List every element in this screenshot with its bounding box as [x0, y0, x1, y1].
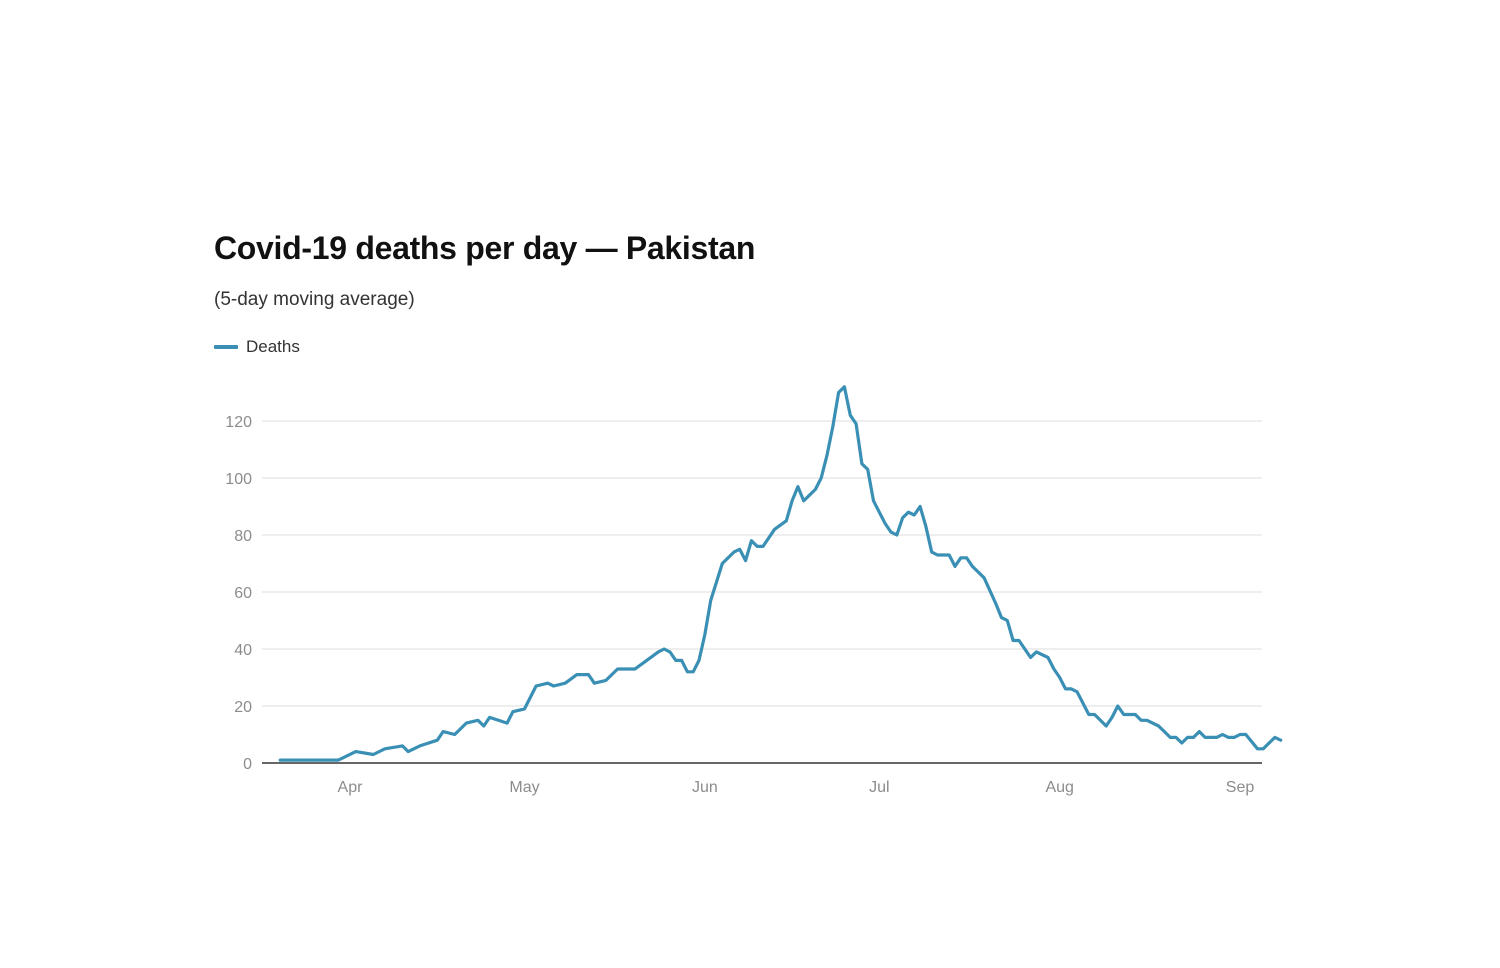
axis-layer: 0 20 40 60 80 100 120 Apr May Jun Jul Aug Sep	[225, 414, 1262, 796]
y-tick-label-120: 120	[225, 414, 252, 431]
x-tick-label-may: May	[509, 779, 539, 796]
y-tick-label-20: 20	[234, 699, 252, 716]
series-layer	[278, 385, 1283, 762]
legend: Deaths	[214, 337, 300, 357]
y-tick-label-80: 80	[234, 528, 252, 545]
x-tick-label-jul: Jul	[869, 779, 889, 796]
legend-swatch	[214, 345, 238, 349]
x-tick-label-jun: Jun	[692, 779, 718, 796]
series-line-deaths	[278, 385, 1283, 762]
grid-layer	[262, 420, 1262, 707]
chart-subtitle: (5-day moving average)	[214, 289, 415, 310]
x-tick-label-aug: Aug	[1045, 779, 1073, 796]
x-tick-label-sep: Sep	[1226, 779, 1255, 796]
y-tick-label-40: 40	[234, 642, 252, 659]
chart-title: Covid-19 deaths per day — Pakistan	[214, 230, 756, 266]
y-tick-label-60: 60	[234, 585, 252, 602]
y-tick-label-0: 0	[243, 756, 252, 773]
x-tick-label-apr: Apr	[338, 779, 364, 796]
legend-label-deaths: Deaths	[246, 337, 300, 356]
y-tick-label-100: 100	[225, 471, 252, 488]
